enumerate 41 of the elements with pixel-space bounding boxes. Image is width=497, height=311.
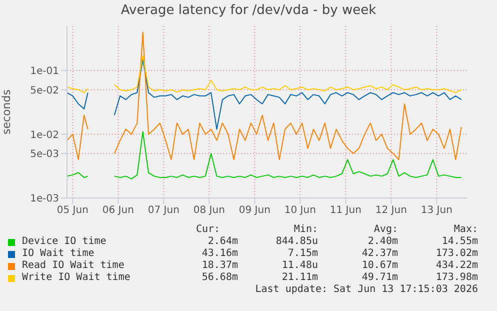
text: Min: [292, 224, 318, 236]
text: 10.67m [360, 260, 398, 272]
text: Cur: [195, 224, 222, 236]
legend-label: Read IO Wait time [22, 260, 124, 272]
x-tick-label: 08 Jun [193, 205, 225, 216]
text: 42.37m [360, 248, 398, 260]
text: 2.40m [366, 236, 398, 248]
text: Max: [452, 224, 478, 236]
x-tick-label: 05 Jun [56, 205, 88, 216]
text: 14.55m [440, 236, 478, 248]
y-tick-label: 5e-03 [30, 149, 59, 160]
x-tick-label: 06 Jun [102, 205, 134, 216]
text: 173.02m [434, 248, 478, 260]
y-tick-label: 1e-02 [30, 130, 59, 141]
x-tick-label: 11 Jun [330, 205, 362, 216]
text: 56.68m [200, 272, 238, 284]
text: 21.11m [280, 272, 318, 284]
text: 2.64m [206, 236, 238, 248]
x-tick-label: 09 Jun [238, 205, 270, 216]
legend-label: Device IO time [22, 236, 106, 248]
text: 11.48u [280, 260, 318, 272]
text: 7.15m [286, 248, 318, 260]
legend-label: IO Wait time [22, 248, 94, 260]
chart-title: Average latency for /dev/vda - by week [120, 3, 378, 18]
x-tick-label: 10 Jun [284, 205, 316, 216]
y-axis-title: seconds [0, 89, 13, 134]
text: 844.85u [274, 236, 318, 248]
text: 173.98m [434, 272, 478, 284]
legend-label: Write IO Wait time [22, 272, 130, 284]
text: 434.22m [434, 260, 478, 272]
text: Avg: [372, 224, 398, 236]
text: 43.16m [200, 248, 238, 260]
x-tick-label: 12 Jun [375, 205, 407, 216]
x-tick-label: 07 Jun [148, 205, 180, 216]
text: 18.37m [200, 260, 238, 272]
x-tick-label: 13 Jun [420, 205, 452, 216]
y-tick-label: 5e-02 [30, 85, 59, 96]
y-tick-label: 1e-03 [30, 194, 59, 205]
text: 49.71m [360, 272, 398, 284]
text: Last update: Sat Jun 13 17:15:03 2026 [254, 284, 478, 296]
y-tick-label: 1e-01 [30, 66, 59, 78]
